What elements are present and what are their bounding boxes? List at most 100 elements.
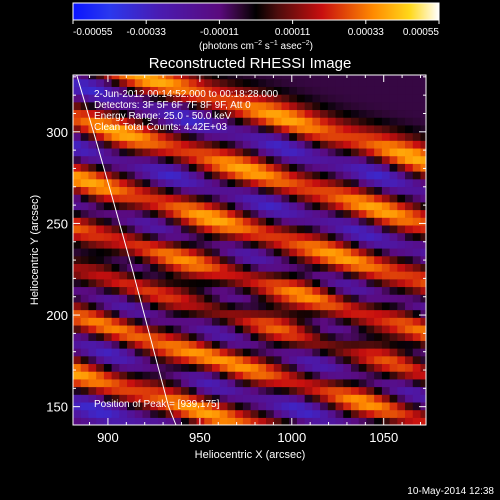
heatmap-cell <box>397 324 406 334</box>
heatmap-cell <box>327 232 337 241</box>
heatmap-cell <box>219 86 229 95</box>
heatmap-cell <box>304 163 313 172</box>
heatmap-cell <box>73 101 82 111</box>
heatmap-cell <box>343 224 352 234</box>
heatmap-cell <box>157 371 167 380</box>
heatmap-cell <box>142 348 151 357</box>
heatmap-cell <box>103 378 113 388</box>
heatmap-cell <box>196 232 205 241</box>
heatmap-cell <box>389 94 398 103</box>
heatmap-cell <box>397 294 406 303</box>
heatmap-cell <box>127 394 136 403</box>
heatmap-cell <box>312 317 321 326</box>
heatmap-cell <box>405 417 414 425</box>
heatmap-cell <box>157 201 167 211</box>
heatmap-cell <box>273 247 283 257</box>
heatmap-cell <box>211 155 221 164</box>
heatmap-cell <box>235 278 244 288</box>
heatmap-cell <box>397 132 406 141</box>
heatmap-cell <box>150 224 159 234</box>
heatmap-cell <box>366 409 375 418</box>
heatmap-cell <box>88 140 97 149</box>
heatmap-cell <box>196 86 205 95</box>
heatmap-cell <box>196 194 205 203</box>
heatmap-cell <box>88 401 97 411</box>
heatmap-cell <box>412 332 422 341</box>
heatmap-cell <box>420 378 426 388</box>
heatmap-cell <box>366 317 375 326</box>
heatmap-cell <box>420 217 426 226</box>
heatmap-cell <box>273 286 283 295</box>
heatmap-cell <box>181 286 190 295</box>
heatmap-cell <box>73 286 82 295</box>
heatmap-cell <box>258 232 267 241</box>
heatmap-cell <box>235 117 244 126</box>
heatmap-cell <box>242 355 252 365</box>
heatmap-cell <box>142 409 151 418</box>
heatmap-cell <box>335 247 344 257</box>
heatmap-cell <box>366 140 375 149</box>
heatmap-cell <box>150 132 159 141</box>
heatmap-cell <box>358 301 368 311</box>
heatmap-cell <box>235 363 244 372</box>
heatmap-cell <box>88 378 97 388</box>
heatmap-cell <box>204 155 213 164</box>
heatmap-cell <box>157 332 167 341</box>
heatmap-cell <box>142 171 151 180</box>
heatmap-cell <box>258 94 267 103</box>
heatmap-cell <box>181 155 190 164</box>
heatmap-cell <box>420 117 426 126</box>
heatmap-cell <box>88 171 97 180</box>
heatmap-cell <box>374 309 383 318</box>
heatmap-cell <box>320 309 329 318</box>
heatmap-cell <box>397 94 406 103</box>
heatmap-cell <box>204 217 213 226</box>
heatmap-cell <box>250 194 259 203</box>
heatmap-cell <box>242 394 252 403</box>
heatmap-cell <box>320 94 329 103</box>
heatmap-cell <box>181 86 190 95</box>
heatmap-cell <box>281 163 290 172</box>
heatmap-cell <box>150 247 159 257</box>
heatmap-cell <box>381 278 391 288</box>
heatmap-cell <box>235 301 244 311</box>
heatmap-cell <box>235 155 244 164</box>
heatmap-cell <box>312 86 321 95</box>
heatmap-cell <box>111 124 120 134</box>
heatmap-cell <box>335 363 344 372</box>
heatmap-cell <box>188 355 198 365</box>
heatmap-cell <box>188 140 198 149</box>
heatmap-cell <box>335 278 344 288</box>
heatmap-cell <box>281 171 290 180</box>
heatmap-cell <box>289 394 298 403</box>
heatmap-cell <box>157 194 167 203</box>
heatmap-cell <box>281 240 290 249</box>
heatmap-cell <box>397 278 406 288</box>
heatmap-cell <box>405 140 414 149</box>
heatmap-cell <box>235 171 244 180</box>
heatmap-cell <box>289 409 298 418</box>
heatmap-cell <box>73 240 82 249</box>
heatmap-cell <box>296 255 306 264</box>
heatmap-cell <box>250 155 259 164</box>
heatmap-cell <box>289 401 298 411</box>
heatmap-cell <box>412 78 422 87</box>
heatmap-cell <box>381 163 391 172</box>
heatmap-cell <box>412 294 422 303</box>
heatmap-cell <box>88 386 97 395</box>
heatmap-cell <box>96 294 105 303</box>
heatmap-cell <box>281 317 290 326</box>
heatmap-cell <box>196 163 205 172</box>
heatmap-cell <box>266 309 275 318</box>
heatmap-cell <box>250 286 259 295</box>
heatmap-cell <box>157 278 167 288</box>
heatmap-cell <box>242 178 252 188</box>
heatmap-cell <box>405 271 414 280</box>
heatmap-cell <box>273 201 283 211</box>
heatmap-cell <box>320 232 329 241</box>
heatmap-cell <box>219 163 229 172</box>
heatmap-cell <box>397 109 406 118</box>
heatmap-cell <box>350 217 360 226</box>
heatmap-cell <box>374 217 383 226</box>
heatmap-cell <box>103 255 113 264</box>
